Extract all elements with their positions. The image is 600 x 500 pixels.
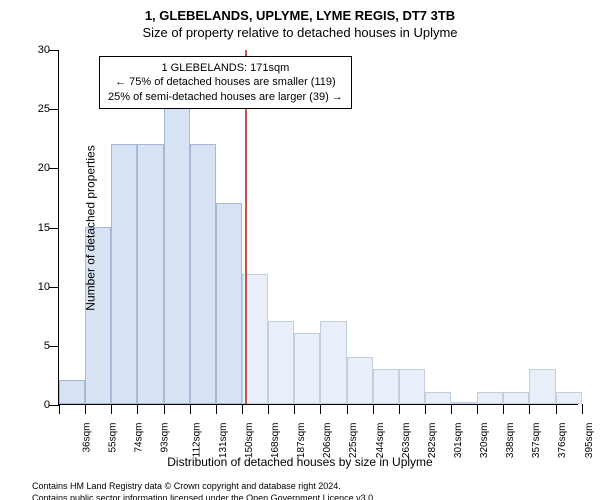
x-tick-label: 357sqm	[531, 423, 542, 459]
y-tick-label: 20	[20, 162, 50, 174]
y-tick-label: 5	[20, 340, 50, 352]
x-tick-label: 320sqm	[479, 423, 490, 459]
x-tick-label: 187sqm	[296, 423, 307, 459]
y-tick-label: 0	[20, 399, 50, 411]
x-tick	[59, 404, 60, 414]
histogram-bar	[477, 392, 503, 404]
histogram-bar	[164, 108, 190, 404]
y-tick	[49, 168, 59, 169]
histogram-bar	[425, 392, 451, 404]
x-tick	[503, 404, 504, 414]
histogram-bar	[294, 333, 320, 404]
histogram-bar	[190, 144, 216, 404]
histogram-bar	[320, 321, 346, 404]
footer-attribution: Contains HM Land Registry data © Crown c…	[0, 469, 600, 500]
x-tick-label: 55sqm	[108, 423, 119, 453]
x-tick-label: 338sqm	[505, 423, 516, 459]
x-tick	[137, 404, 138, 414]
y-tick	[49, 287, 59, 288]
histogram-bar	[373, 369, 399, 405]
info-box: 1 GLEBELANDS: 171sqm← 75% of detached ho…	[99, 56, 352, 109]
x-tick-label: 301sqm	[453, 423, 464, 459]
histogram-bar	[399, 369, 425, 405]
x-tick-label: 36sqm	[82, 423, 93, 453]
y-tick-label: 10	[20, 281, 50, 293]
y-tick-label: 30	[20, 44, 50, 56]
plot-area: 36sqm55sqm74sqm93sqm112sqm131sqm150sqm16…	[58, 50, 578, 405]
x-tick	[529, 404, 530, 414]
histogram-bar	[347, 357, 373, 404]
y-tick	[49, 228, 59, 229]
y-tick-label: 15	[20, 222, 50, 234]
x-tick-label: 74sqm	[134, 423, 145, 453]
x-tick-label: 206sqm	[322, 423, 333, 459]
y-axis-label: Number of detached properties	[84, 145, 98, 310]
x-tick	[216, 404, 217, 414]
histogram-bar	[556, 392, 582, 404]
x-tick	[582, 404, 583, 414]
x-tick-label: 93sqm	[160, 423, 171, 453]
x-tick	[268, 404, 269, 414]
x-tick	[477, 404, 478, 414]
histogram-bar	[503, 392, 529, 404]
x-tick-label: 168sqm	[270, 423, 281, 459]
y-tick	[49, 405, 59, 406]
x-tick	[399, 404, 400, 414]
plot-wrapper: 36sqm55sqm74sqm93sqm112sqm131sqm150sqm16…	[58, 50, 578, 405]
y-tick	[49, 346, 59, 347]
histogram-bar	[137, 144, 163, 404]
y-tick	[49, 109, 59, 110]
y-tick-label: 25	[20, 103, 50, 115]
x-tick-label: 263sqm	[401, 423, 412, 459]
info-box-line: ← 75% of detached houses are smaller (11…	[108, 75, 343, 89]
x-tick	[294, 404, 295, 414]
chart-title-sub: Size of property relative to detached ho…	[0, 23, 600, 40]
info-box-line: 1 GLEBELANDS: 171sqm	[108, 61, 343, 75]
x-tick	[190, 404, 191, 414]
y-tick	[49, 50, 59, 51]
chart-title-main: 1, GLEBELANDS, UPLYME, LYME REGIS, DT7 3…	[0, 0, 600, 23]
histogram-bar	[451, 402, 477, 404]
x-tick	[164, 404, 165, 414]
x-tick	[451, 404, 452, 414]
x-tick-label: 282sqm	[427, 423, 438, 459]
footer-line-2: Contains public sector information licen…	[32, 493, 600, 500]
x-tick	[242, 404, 243, 414]
x-tick-label: 376sqm	[558, 423, 569, 459]
histogram-bar	[268, 321, 294, 404]
x-tick-label: 225sqm	[348, 423, 359, 459]
histogram-bar	[529, 369, 555, 405]
x-tick-label: 150sqm	[244, 423, 255, 459]
x-tick-label: 244sqm	[375, 423, 386, 459]
footer-line-1: Contains HM Land Registry data © Crown c…	[32, 481, 600, 493]
x-tick	[111, 404, 112, 414]
x-tick-label: 112sqm	[191, 423, 202, 458]
info-box-line: 25% of semi-detached houses are larger (…	[108, 90, 343, 104]
histogram-bar	[216, 203, 242, 404]
x-tick-label: 131sqm	[218, 423, 229, 459]
histogram-bar	[111, 144, 137, 404]
x-tick-label: 395sqm	[584, 423, 595, 459]
x-tick	[556, 404, 557, 414]
x-tick	[347, 404, 348, 414]
histogram-bar	[59, 380, 85, 404]
x-tick	[425, 404, 426, 414]
x-tick	[373, 404, 374, 414]
x-tick	[320, 404, 321, 414]
x-tick	[85, 404, 86, 414]
